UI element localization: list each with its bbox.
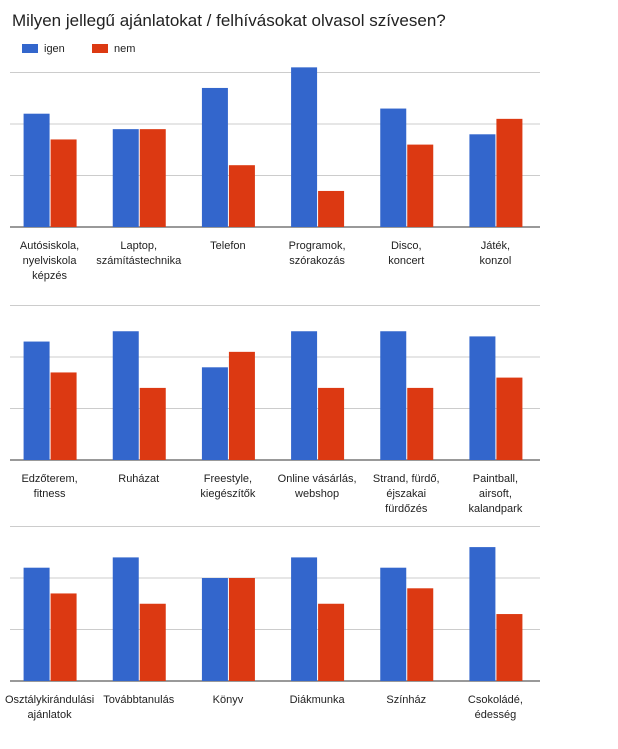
bar: [318, 190, 345, 227]
bar: [50, 372, 77, 460]
chart-title: Milyen jellegű ajánlatokat / felhívásoka…: [12, 11, 446, 30]
bar: [112, 129, 139, 227]
bar: [469, 336, 496, 460]
bar: [318, 603, 345, 681]
x-tick-label: Diákmunka: [290, 694, 346, 706]
bar: [201, 578, 228, 681]
x-tick-label: Laptop, számítástechnika: [96, 240, 182, 267]
x-tick-label: Csokoládé, édesség: [468, 694, 523, 721]
bar: [291, 557, 318, 681]
legend-label: igen: [44, 43, 65, 55]
bar: [469, 547, 496, 681]
bar: [407, 144, 434, 227]
bar: [23, 341, 50, 460]
bar: [291, 67, 318, 227]
legend-swatch: [92, 44, 108, 53]
x-tick-label: Paintball, airsoft, kalandpark: [469, 473, 523, 515]
x-tick-label: Strand, fürdő, éjszakai fürdőzés: [373, 473, 440, 515]
x-tick-label: Edzőterem, fitness: [21, 473, 77, 500]
bar: [228, 578, 255, 681]
bar: [139, 129, 166, 227]
x-tick-label: Online vásárlás, webshop: [278, 473, 357, 500]
bar: [469, 134, 496, 227]
x-tick-label: Autósiskola, nyelviskola képzés: [20, 240, 79, 282]
legend-label: nem: [114, 43, 135, 55]
x-tick-label: Továbbtanulás: [103, 694, 174, 706]
x-tick-label: Könyv: [213, 694, 244, 706]
bar: [201, 367, 228, 460]
bar: [496, 118, 523, 227]
bar: [380, 567, 407, 681]
bar: [496, 377, 523, 460]
bar: [407, 588, 434, 681]
x-tick-label: Disco, koncert: [388, 240, 424, 267]
bar: [23, 567, 50, 681]
x-tick-label: Ruházat: [118, 473, 159, 485]
bar: [139, 387, 166, 460]
bar: [380, 331, 407, 460]
x-tick-label: Színház: [386, 694, 426, 706]
x-tick-label: Osztálykirándulási ajánlatok: [5, 694, 94, 721]
x-tick-label: Játék, konzol: [480, 240, 512, 267]
bar: [407, 387, 434, 460]
bar: [318, 387, 345, 460]
x-tick-label: Freestyle, kiegészítők: [200, 473, 256, 500]
bar: [112, 557, 139, 681]
bar: [496, 614, 523, 681]
bar: [228, 351, 255, 460]
x-tick-label: Telefon: [210, 240, 245, 252]
bar: [50, 139, 77, 227]
bar: [291, 331, 318, 460]
bar: [380, 108, 407, 227]
bar: [23, 113, 50, 227]
bar: [50, 593, 77, 681]
x-tick-label: Programok, szórakozás: [289, 240, 346, 267]
legend-swatch: [22, 44, 38, 53]
bar: [112, 331, 139, 460]
bar: [228, 165, 255, 227]
bar: [139, 603, 166, 681]
bar: [201, 87, 228, 227]
